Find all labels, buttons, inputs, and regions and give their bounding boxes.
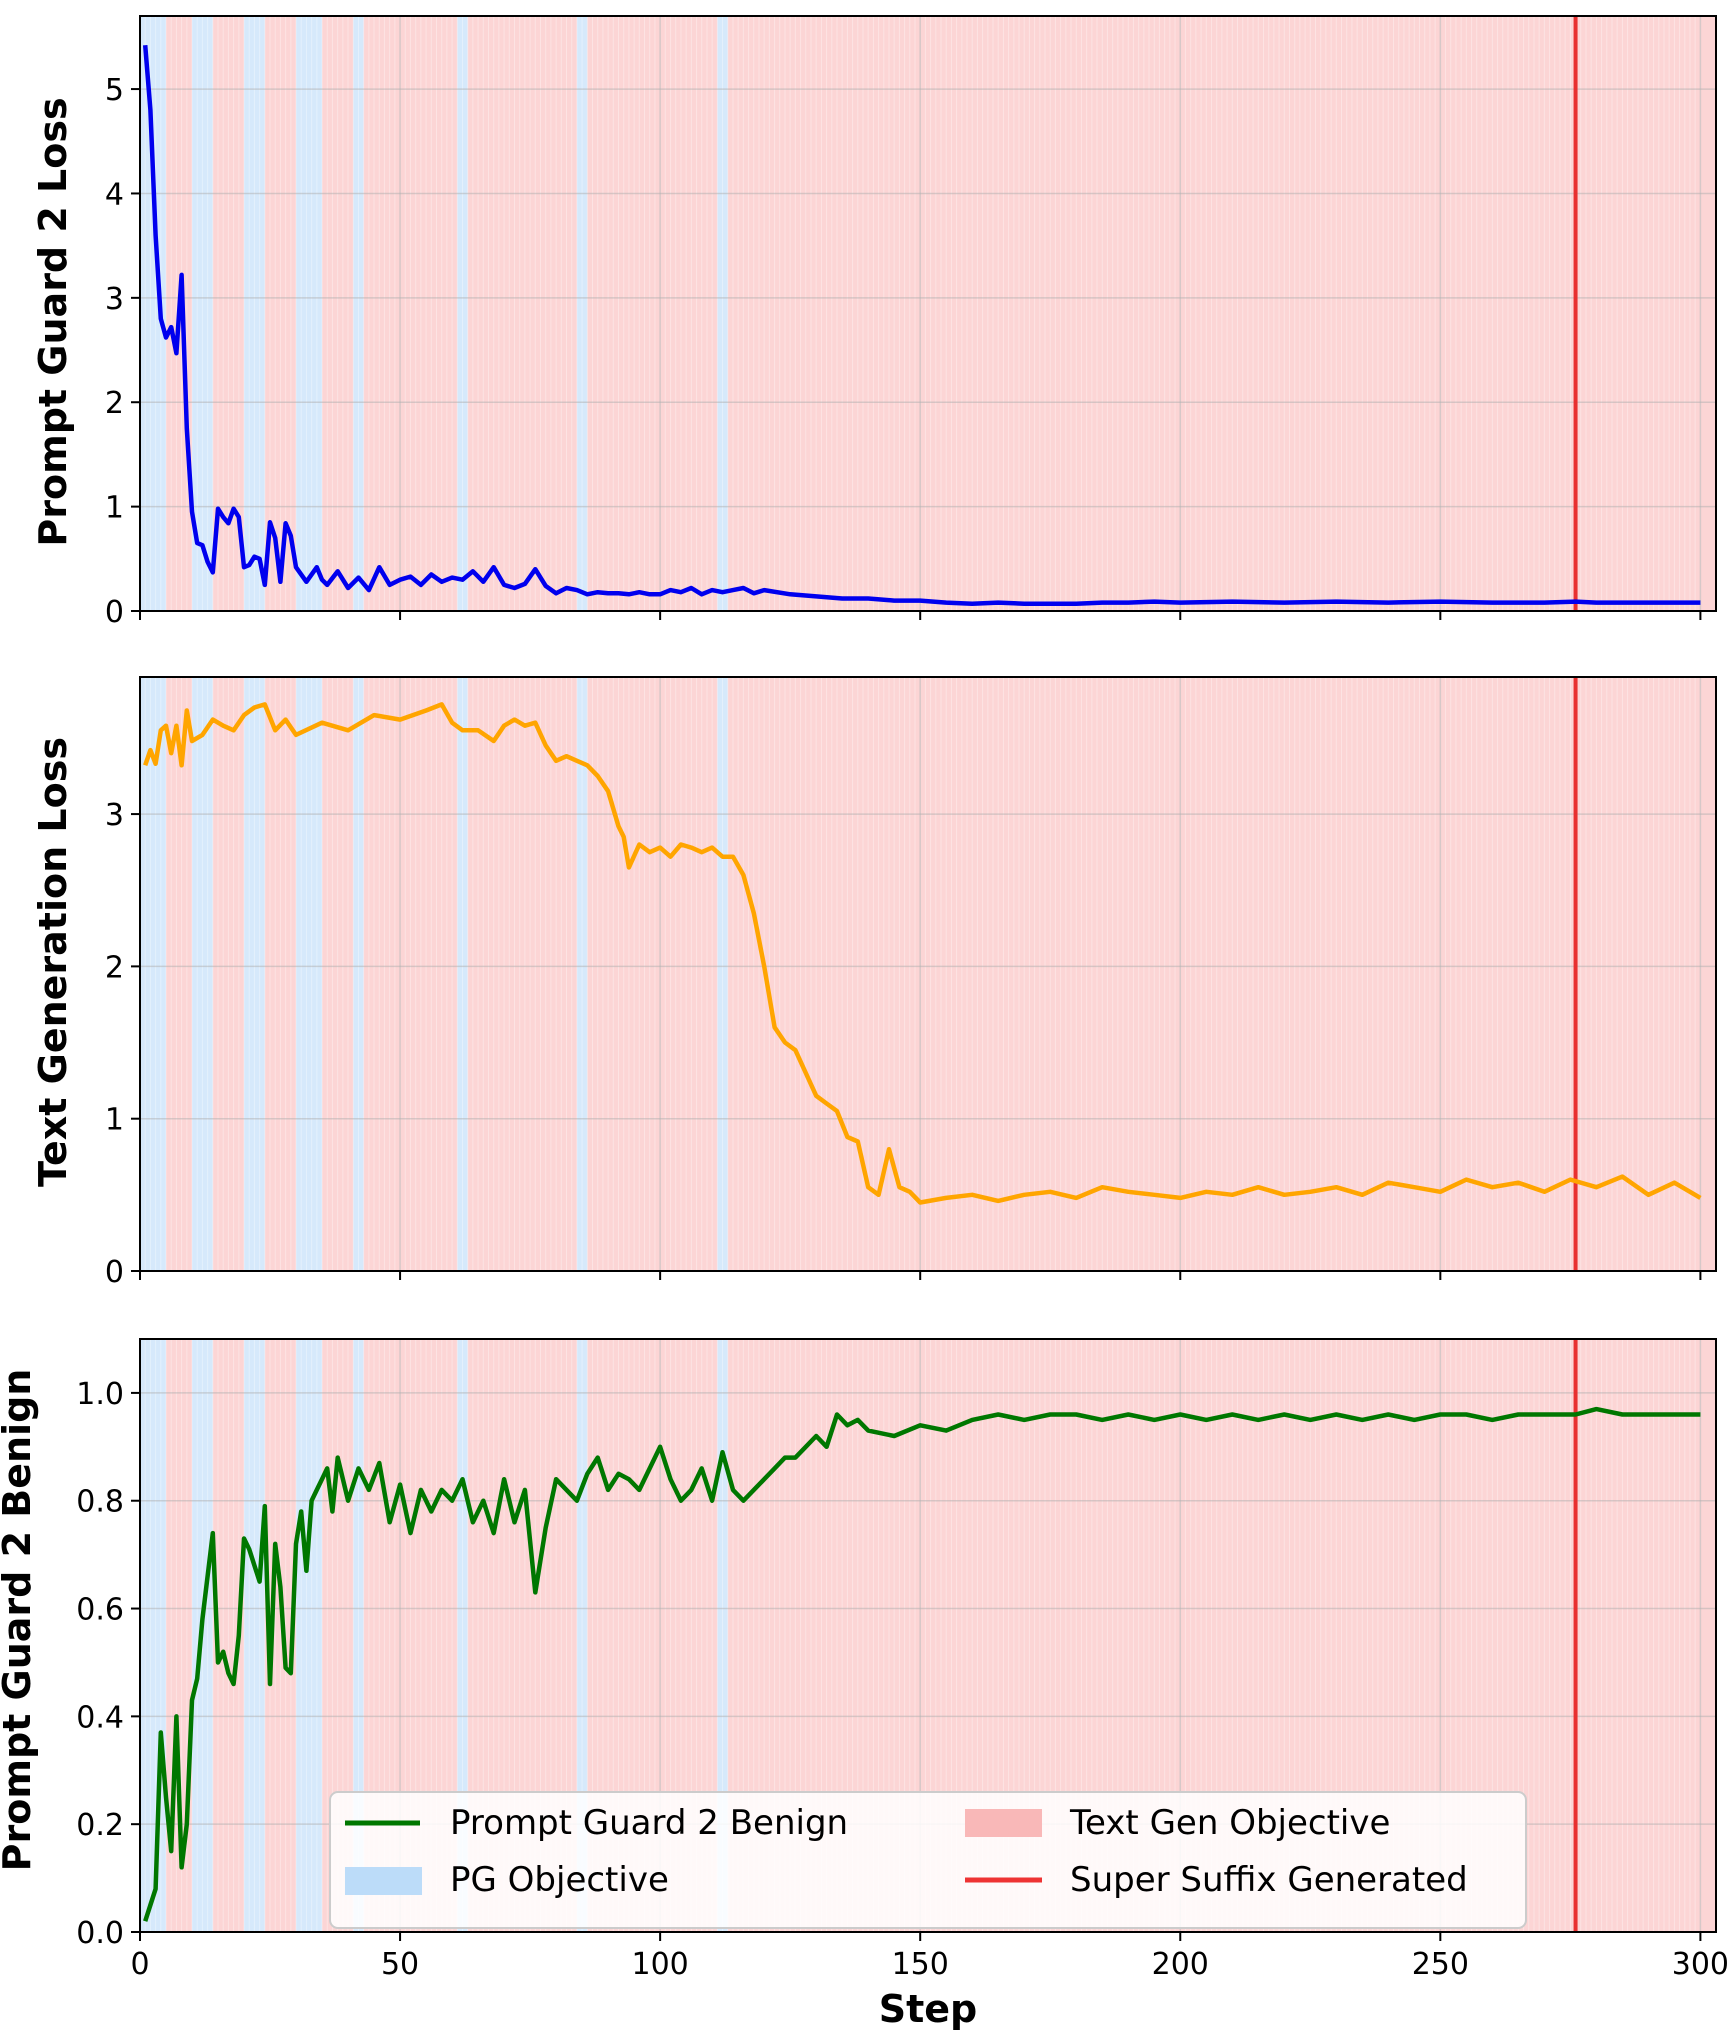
pg-objective-band: [140, 677, 167, 1271]
y-tick-label: 3: [105, 798, 124, 833]
y-tick-label: 0.2: [76, 1808, 124, 1843]
pg-objective-band: [576, 677, 588, 1271]
pg-objective-band: [192, 677, 213, 1271]
series-line: [143, 702, 1702, 1205]
x-tick-label: 50: [381, 1947, 419, 1982]
pg-objective-band: [296, 1339, 323, 1932]
pg-objective-band: [140, 1339, 167, 1932]
pg-objective-band: [457, 677, 468, 1271]
pg-objective-band: [244, 16, 265, 611]
y-tick-label: 1.0: [76, 1377, 124, 1412]
series-line: [142, 45, 1701, 606]
x-tick-label: 300: [1672, 1947, 1729, 1982]
legend: Prompt Guard 2 Benign Text Gen Objective…: [329, 1791, 1527, 1929]
x-tick-label: 250: [1412, 1947, 1469, 1982]
x-axis-label: Step: [879, 1987, 978, 2031]
panel-prompt-guard-benign: 0.0 0.2 0.4 0.6 0.8 1.0 0 50 100 150 200 250 300 Prom…: [0, 1338, 1729, 2031]
y-tick-label: 0: [105, 595, 124, 630]
pg-objective-band: [353, 1339, 364, 1932]
legend-swatch-textgen: [965, 1809, 1042, 1837]
legend-label-pg: PG Objective: [450, 1860, 669, 1900]
pg-objective-band: [192, 16, 213, 611]
y-tick-label: 0.8: [76, 1485, 124, 1520]
x-tick-label: 100: [631, 1947, 688, 1982]
x-tick-label: 150: [892, 1947, 949, 1982]
legend-label-benign: Prompt Guard 2 Benign: [450, 1803, 848, 1843]
x-tick-label: 200: [1152, 1947, 1209, 1982]
pg-objective-band: [717, 677, 728, 1271]
pg-objective-band: [353, 16, 364, 611]
legend-label-textgen: Text Gen Objective: [1069, 1803, 1390, 1843]
legend-label-suffix: Super Suffix Generated: [1070, 1860, 1468, 1900]
y-tick-label: 0.0: [76, 1916, 124, 1951]
y-axis-label: Text Generation Loss: [31, 737, 75, 1187]
y-tick-label: 2: [105, 386, 124, 421]
pg-objective-band: [244, 1339, 265, 1932]
y-tick-label: 3: [105, 282, 124, 317]
plot-frame: [139, 15, 1717, 612]
pg-objective-band: [353, 677, 364, 1271]
y-tick-label: 1: [105, 1103, 124, 1138]
y-tick-label: 0.6: [76, 1593, 124, 1628]
pg-objective-band: [296, 16, 323, 611]
pg-objective-band: [457, 16, 468, 611]
legend-frame: [329, 1791, 1527, 1929]
plot-layer: 0 1 2 3: [105, 676, 1717, 1290]
y-tick-label: 5: [105, 73, 124, 108]
series-line: [143, 1406, 1701, 1922]
textgen-objective-shading: [140, 677, 1716, 1271]
pg-objective-band: [576, 16, 588, 611]
step-separators: [144, 16, 1701, 611]
y-axis-label: Prompt Guard 2 Loss: [31, 97, 75, 546]
panel-text-generation-loss: 0 1 2 3 Text Generation Loss: [31, 676, 1717, 1290]
pg-objective-band: [717, 1339, 728, 1932]
y-tick-label: 2: [105, 950, 124, 985]
plot-frame: [139, 1338, 1717, 1933]
plot-layer: 0 1 2 3 4 5: [105, 15, 1717, 630]
pg-objective-band: [457, 1339, 468, 1932]
legend-swatch-pg: [345, 1867, 422, 1895]
step-separators: [144, 1339, 1701, 1932]
pg-objective-band: [576, 1339, 588, 1932]
pg-objective-band: [244, 677, 265, 1271]
y-tick-label: 0.4: [76, 1700, 124, 1735]
plot-frame: [139, 676, 1717, 1272]
y-tick-label: 4: [105, 177, 124, 212]
textgen-objective-shading: [140, 16, 1716, 611]
pg-objective-band: [717, 16, 728, 611]
x-tick-label: 0: [130, 1947, 149, 1982]
y-tick-label: 1: [105, 491, 124, 526]
y-tick-label: 0: [105, 1255, 124, 1290]
pg-objective-band: [296, 677, 323, 1271]
step-separators: [144, 677, 1701, 1271]
panel-prompt-guard-loss: 0 1 2 3 4 5 Prompt Guard 2 Loss: [31, 15, 1717, 630]
y-axis-label: Prompt Guard 2 Benign: [0, 1369, 39, 1872]
